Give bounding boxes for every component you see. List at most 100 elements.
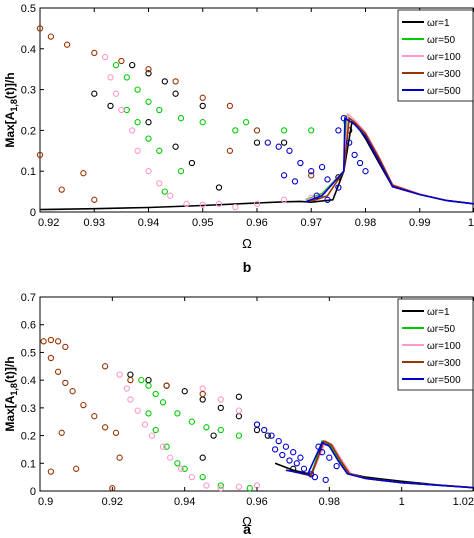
data-point: [174, 460, 181, 467]
y-tick-label: 0.5: [21, 347, 36, 359]
data-point: [261, 426, 268, 434]
data-point: [203, 482, 210, 489]
series-4: [253, 421, 474, 489]
data-point: [188, 473, 196, 481]
data-point: [356, 159, 364, 167]
data-point: [199, 201, 206, 208]
data-point: [226, 147, 234, 154]
data-point: [264, 432, 271, 439]
y-tick-label: 0.5: [21, 3, 36, 15]
data-point: [134, 119, 141, 126]
data-point: [129, 127, 136, 134]
x-tick-label: 0.98: [319, 496, 340, 508]
data-point: [253, 127, 261, 134]
data-point: [40, 338, 47, 345]
y-tick-label: 0: [30, 207, 36, 219]
data-point: [253, 139, 261, 146]
data-point: [54, 368, 62, 375]
x-tick-label: 0.99: [409, 217, 430, 229]
y-tick-label: 0.1: [21, 458, 36, 470]
legend-entry: ωr=100: [427, 341, 461, 352]
data-point: [215, 184, 223, 191]
data-point: [217, 485, 224, 492]
data-point: [148, 432, 156, 439]
panel-a: 0.9 0.92 0.94 0.96 0.98 1 1.02 0 0.1 0.2 0.3 0.4 0.5…: [3, 292, 474, 537]
data-point: [145, 135, 152, 142]
data-point: [326, 454, 333, 461]
y-axis-label-main: Max[A: [3, 111, 17, 147]
data-point: [297, 454, 304, 461]
data-point: [324, 196, 331, 203]
panel-label: a: [243, 521, 251, 537]
data-point: [297, 159, 304, 167]
data-point: [159, 399, 167, 406]
legend-entry: ωr=50: [427, 35, 456, 46]
data-point: [311, 473, 319, 481]
x-tick-label: 0.98: [355, 217, 376, 229]
data-point: [210, 432, 217, 439]
data-point: [362, 168, 369, 175]
x-tick-label: 0.92: [38, 217, 59, 229]
data-point: [232, 203, 239, 211]
data-point: [145, 382, 152, 389]
y-tick-label: 0: [30, 486, 36, 498]
data-point: [177, 115, 185, 122]
y-axis-label-sub: 1,8: [9, 383, 19, 396]
data-point: [73, 465, 80, 472]
data-point: [280, 127, 288, 134]
data-point: [226, 102, 234, 110]
x-tick-label: 0.9: [38, 496, 53, 508]
data-point: [188, 159, 196, 167]
data-point: [217, 404, 224, 412]
x-tick-label: 0.94: [174, 496, 195, 508]
data-point: [101, 363, 109, 370]
x-tick-label: 0.97: [301, 217, 322, 229]
data-point: [253, 421, 261, 428]
data-point: [134, 86, 141, 93]
data-point: [116, 371, 123, 378]
data-point: [275, 437, 282, 445]
y-tick-label: 0.3: [21, 85, 36, 97]
data-point: [69, 388, 76, 395]
data-point: [101, 424, 109, 431]
data-point: [145, 410, 152, 417]
data-point: [138, 376, 145, 384]
data-point: [280, 139, 288, 146]
data-point: [235, 483, 243, 490]
data-point: [141, 421, 149, 428]
data-point: [181, 388, 188, 395]
data-point: [232, 127, 239, 134]
data-point: [286, 457, 293, 464]
data-point: [253, 200, 261, 207]
legend-entry: ωr=300: [427, 358, 461, 369]
data-point: [152, 390, 159, 398]
y-axis-label-tail: (t)]/h: [3, 72, 17, 99]
data-point: [47, 336, 55, 344]
data-point: [91, 413, 98, 420]
data-point: [217, 396, 224, 403]
data-point: [199, 94, 206, 101]
data-point: [183, 200, 190, 207]
data-point: [172, 143, 179, 150]
data-point: [235, 432, 243, 439]
legend-entry: ωr=100: [427, 52, 461, 63]
legend-entry: ωr=500: [427, 86, 461, 97]
data-point: [324, 176, 331, 183]
legend-entry: ωr=300: [427, 69, 461, 80]
data-point: [217, 426, 224, 434]
x-tick-label: 0.94: [138, 217, 159, 229]
data-point: [293, 460, 300, 467]
x-tick-label: 0.96: [246, 496, 267, 508]
data-point: [291, 178, 299, 185]
data-point: [145, 70, 152, 77]
x-tick-label: 1.02: [453, 496, 474, 508]
data-point: [112, 90, 120, 97]
y-axis-label-main: Max[A: [3, 395, 17, 431]
data-point: [300, 465, 308, 472]
data-point: [199, 390, 206, 398]
data-point: [47, 33, 55, 40]
data-point: [275, 143, 282, 150]
data-point: [181, 465, 188, 472]
x-tick-label: 0.93: [84, 217, 105, 229]
panel-b: 0.92 0.93 0.94 0.95 0.96 0.97 0.98 0.99 1 0 0.1 0.2…: [3, 3, 474, 275]
